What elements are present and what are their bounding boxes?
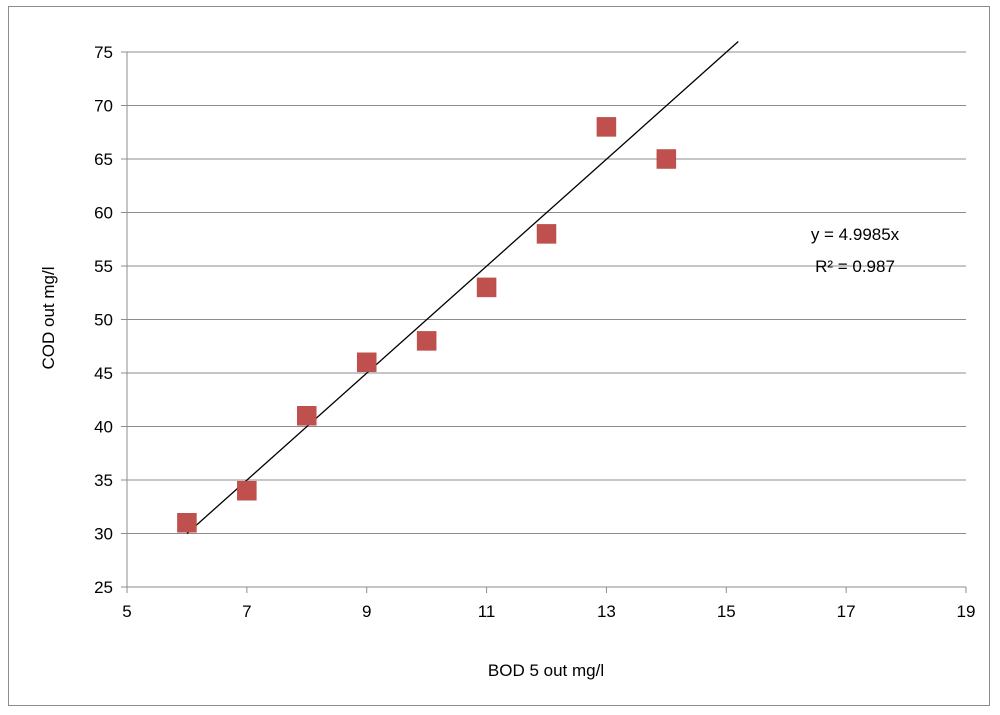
y-tick-label: 70 <box>94 97 113 116</box>
trendline-layer <box>186 41 739 535</box>
y-tick-label: 65 <box>94 150 113 169</box>
x-tick-label: 5 <box>122 602 131 621</box>
data-point <box>297 406 317 426</box>
trendline <box>186 41 739 535</box>
y-tick-label: 30 <box>94 525 113 544</box>
r-squared-label: R² = 0.987 <box>815 257 895 276</box>
data-point <box>356 352 377 373</box>
data-points <box>177 117 677 533</box>
y-tick-label: 75 <box>94 43 113 62</box>
data-point <box>416 331 437 351</box>
chart-frame <box>8 6 990 706</box>
data-point <box>476 277 497 298</box>
data-point <box>656 149 677 169</box>
y-tick-label: 60 <box>94 204 113 223</box>
x-tick-label: 13 <box>597 602 616 621</box>
x-tick-label: 17 <box>837 602 856 621</box>
grid-lines <box>127 51 966 534</box>
x-tick-labels: 5 7 9 11 13 15 17 19 <box>122 602 975 621</box>
x-tick-label: 7 <box>242 602 251 621</box>
data-point <box>237 480 257 501</box>
y-tick-label: 50 <box>94 311 113 330</box>
x-tick-label: 15 <box>717 602 736 621</box>
x-tick-label: 19 <box>957 602 976 621</box>
x-tick-label: 11 <box>478 602 496 621</box>
x-tick-label: 9 <box>362 602 371 621</box>
y-tick-label: 45 <box>94 364 113 383</box>
y-tick-label: 25 <box>94 578 113 597</box>
data-point <box>536 224 557 244</box>
y-tick-labels: 25 30 35 40 45 50 55 60 65 70 75 <box>94 43 113 597</box>
data-point <box>177 513 197 533</box>
x-axis-title: BOD 5 out mg/l <box>488 661 604 680</box>
y-axis-title: COD out mg/l <box>39 267 58 370</box>
y-tick-label: 35 <box>94 471 113 490</box>
axes <box>121 51 967 593</box>
trendline-equation: y = 4.9985x <box>811 225 900 244</box>
data-point <box>596 117 617 137</box>
y-tick-label: 40 <box>94 418 113 437</box>
y-tick-label: 55 <box>94 257 113 276</box>
